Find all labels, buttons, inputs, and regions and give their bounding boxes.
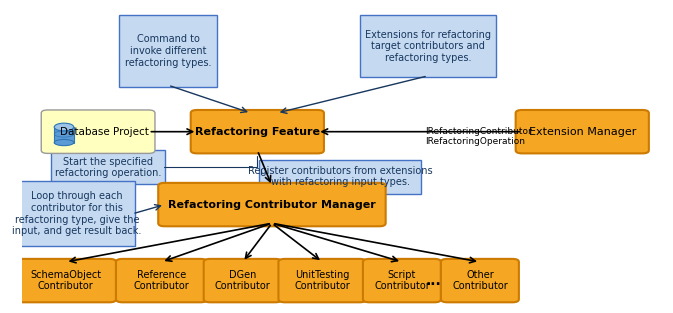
FancyBboxPatch shape bbox=[190, 110, 324, 153]
Text: Other
Contributor: Other Contributor bbox=[452, 270, 507, 291]
Text: Database Project: Database Project bbox=[60, 127, 149, 137]
Text: Command to
invoke different
refactoring types.: Command to invoke different refactoring … bbox=[125, 34, 211, 68]
Text: DGen
Contributor: DGen Contributor bbox=[215, 270, 271, 291]
Bar bbox=[55, 127, 74, 142]
Text: Refactoring Feature: Refactoring Feature bbox=[194, 127, 320, 137]
FancyBboxPatch shape bbox=[516, 110, 649, 153]
Ellipse shape bbox=[55, 139, 74, 146]
FancyBboxPatch shape bbox=[116, 259, 207, 302]
Text: Register contributors from extensions
with refactoring input types.: Register contributors from extensions wi… bbox=[248, 166, 433, 187]
FancyBboxPatch shape bbox=[119, 15, 217, 87]
FancyBboxPatch shape bbox=[18, 181, 135, 246]
Text: Refactoring Contributor Manager: Refactoring Contributor Manager bbox=[168, 200, 376, 210]
Ellipse shape bbox=[55, 123, 74, 131]
FancyBboxPatch shape bbox=[41, 110, 155, 153]
Text: Loop through each
contributor for this
refactoring type, give the
input, and get: Loop through each contributor for this r… bbox=[12, 192, 142, 236]
FancyBboxPatch shape bbox=[15, 259, 116, 302]
FancyBboxPatch shape bbox=[204, 259, 282, 302]
Text: Start the specified
refactoring operation.: Start the specified refactoring operatio… bbox=[55, 156, 161, 178]
Text: ...: ... bbox=[425, 274, 441, 288]
FancyBboxPatch shape bbox=[363, 259, 441, 302]
Text: Extensions for refactoring
target contributors and
refactoring types.: Extensions for refactoring target contri… bbox=[365, 30, 491, 63]
Text: Reference
Contributor: Reference Contributor bbox=[133, 270, 189, 291]
Text: Extension Manager: Extension Manager bbox=[528, 127, 636, 137]
FancyBboxPatch shape bbox=[441, 259, 519, 302]
FancyBboxPatch shape bbox=[51, 150, 165, 184]
FancyBboxPatch shape bbox=[158, 183, 386, 226]
FancyBboxPatch shape bbox=[259, 160, 421, 194]
Text: SchemaObject
Contributor: SchemaObject Contributor bbox=[30, 270, 101, 291]
Text: UnitTesting
Contributor: UnitTesting Contributor bbox=[294, 270, 350, 291]
FancyBboxPatch shape bbox=[279, 259, 366, 302]
Text: IRefactoringContributor
IRefactoringOperation: IRefactoringContributor IRefactoringOper… bbox=[425, 127, 532, 146]
FancyBboxPatch shape bbox=[359, 15, 496, 77]
Text: Script
Contributor: Script Contributor bbox=[374, 270, 430, 291]
